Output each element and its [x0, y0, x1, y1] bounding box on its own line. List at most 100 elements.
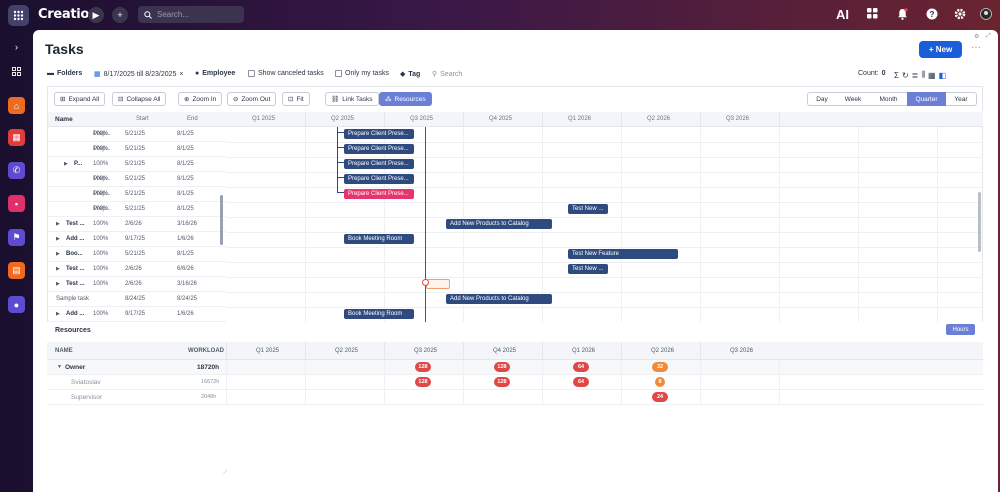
col-end-header[interactable]: End [187, 116, 198, 122]
employee-filter[interactable]: ● Employee [195, 70, 235, 77]
sidebar-item-flags[interactable]: ⚑ [8, 229, 25, 246]
expand-row-icon[interactable]: ▶ [56, 266, 60, 272]
clear-date-icon[interactable]: × [179, 70, 184, 78]
more-actions-button[interactable]: ··· [971, 42, 981, 53]
workload-badge[interactable]: 128 [494, 362, 510, 372]
workload-badge[interactable]: 128 [415, 362, 431, 372]
fit-button[interactable]: ⊡ Fit [282, 92, 310, 106]
collapse-all-button[interactable]: ⊟ Collapse All [112, 92, 167, 106]
scale-week[interactable]: Week [844, 95, 862, 103]
table-row[interactable]: Prep... 100% 5/21/25 8/1/25 [48, 142, 226, 157]
collapse-row-icon[interactable]: ▼ [57, 364, 62, 370]
res-col-workload[interactable]: WORKLOAD [188, 348, 224, 354]
expand-row-icon[interactable]: ▶ [56, 251, 60, 257]
chart-view-icon[interactable]: ⫼ [921, 70, 926, 79]
workload-badge[interactable]: 64 [573, 377, 589, 387]
table-row[interactable]: Prep... 100% 5/21/25 8/1/25 [48, 202, 226, 217]
col-name-header[interactable]: Name [55, 115, 73, 123]
global-search-input[interactable]: Search... [138, 6, 244, 23]
table-row[interactable]: Prep... 100% 5/21/25 8/1/25 [48, 172, 226, 187]
refresh-icon[interactable]: ↻ [901, 70, 909, 80]
tag-filter[interactable]: ◆ Tag [400, 70, 420, 79]
task-bar[interactable]: Prepare Client Prese... [344, 189, 414, 199]
expand-row-icon[interactable]: ▶ [64, 161, 68, 167]
expand-all-button[interactable]: ⊞ Expand All [54, 92, 106, 106]
gantt-view-icon[interactable]: ◧ [938, 70, 947, 80]
expand-row-icon[interactable]: ▶ [56, 236, 60, 242]
workload-badge[interactable]: 64 [573, 362, 589, 372]
table-row[interactable]: ▶ Test ... 100% 2/6/26 3/16/26 [48, 277, 226, 292]
table-row[interactable]: Prep... 100% 5/21/25 8/1/25 [48, 127, 226, 142]
new-task-button[interactable]: + New [919, 41, 962, 58]
sidebar-item-contacts[interactable]: ● [8, 296, 25, 313]
resize-handle-icon[interactable]: ⟋ [223, 470, 228, 476]
milestone-bar[interactable] [426, 279, 450, 289]
workload-badge[interactable]: 32 [652, 362, 668, 372]
all-apps-button[interactable] [8, 63, 25, 80]
task-bar[interactable]: Prepare Client Prese... [344, 174, 414, 184]
date-range-filter[interactable]: ▦ 8/17/2025 till 8/23/2025 × [94, 70, 184, 79]
list-view-icon[interactable]: ≣ [911, 70, 919, 80]
task-bar[interactable]: Prepare Client Prese... [344, 159, 414, 169]
task-bar[interactable]: Add New Products to Catalog [446, 219, 552, 229]
run-process-button[interactable]: ▶ [88, 7, 104, 23]
scale-year[interactable]: Year [954, 95, 968, 103]
bell-icon[interactable] [897, 8, 908, 23]
table-row[interactable]: ▶ P... 100% 5/21/25 8/1/25 [48, 157, 226, 172]
table-row[interactable]: Prep... 100% 5/21/25 8/1/25 [48, 187, 226, 202]
task-bar[interactable]: Prepare Client Prese... [344, 129, 414, 139]
apps-grid-button[interactable] [8, 5, 29, 26]
task-bar[interactable]: Test New ... [568, 204, 608, 214]
expand-row-icon[interactable]: ▶ [56, 281, 60, 287]
scale-day[interactable]: Day [816, 95, 828, 103]
table-row[interactable]: Sample task 8/24/25 8/24/25 [48, 292, 226, 307]
folders-filter[interactable]: ▬ Folders [47, 70, 82, 77]
resource-row[interactable]: Sviatoslav 16672h 128 128 64 8 [47, 375, 983, 390]
dashboard-grid-icon[interactable] [867, 8, 878, 22]
zoom-in-button[interactable]: ⊕ Zoom In [178, 92, 223, 106]
sidebar-item-feed[interactable]: ▪ [8, 195, 25, 212]
pin-icon[interactable]: ⚙ [974, 34, 980, 40]
link-tasks-button[interactable]: ⛓ Link Tasks [325, 92, 379, 106]
add-button[interactable]: + [112, 7, 128, 23]
task-bar[interactable]: Test New Feature [568, 249, 678, 259]
scale-month[interactable]: Month [879, 95, 898, 103]
task-bar[interactable]: Book Meeting Room [344, 309, 414, 319]
expand-sidebar-button[interactable]: › [8, 38, 25, 55]
table-row[interactable]: ▶ Test ... 100% 2/6/26 3/16/26 [48, 217, 226, 232]
sidebar-item-accounts[interactable]: ▤ [8, 262, 25, 279]
sidebar-item-home[interactable]: ⌂ [8, 97, 25, 114]
task-bar[interactable]: Prepare Client Prese... [344, 144, 414, 154]
ai-icon[interactable]: AI [836, 7, 849, 22]
grid-scrollbar[interactable] [220, 195, 223, 245]
workload-badge[interactable]: 128 [494, 377, 510, 387]
table-row[interactable]: ▶ Boo... 100% 5/21/25 8/1/25 [48, 247, 226, 262]
expand-row-icon[interactable]: ▶ [56, 221, 60, 227]
resource-row[interactable]: Supervisor 2048h 24 [47, 390, 983, 405]
timeline-scrollbar[interactable] [978, 192, 981, 252]
scale-quarter[interactable]: Quarter [907, 92, 946, 106]
show-canceled-checkbox[interactable]: Show canceled tasks [248, 70, 324, 77]
expand-row-icon[interactable]: ▶ [56, 311, 60, 317]
sigma-icon[interactable]: Σ [894, 70, 899, 80]
sidebar-item-calendar[interactable]: ▦ [8, 129, 25, 146]
resource-row[interactable]: ▼ Owner 18720h 128 128 64 32 [47, 360, 983, 375]
res-col-name[interactable]: NAME [55, 348, 73, 354]
workload-badge[interactable]: 24 [652, 392, 668, 402]
workload-badge[interactable]: 128 [415, 377, 431, 387]
workload-badge[interactable]: 8 [655, 377, 665, 387]
task-bar[interactable]: Book Meeting Room [344, 234, 414, 244]
gear-icon[interactable] [954, 8, 966, 23]
tile-view-icon[interactable]: ▦ [928, 70, 936, 80]
resources-button[interactable]: ⁂ Resources [379, 92, 432, 106]
zoom-out-button[interactable]: ⊖ Zoom Out [227, 92, 277, 106]
table-row[interactable]: ▶ Add ... 100% 9/17/25 1/6/26 [48, 307, 226, 322]
help-icon[interactable]: ? [926, 8, 938, 23]
only-my-tasks-checkbox[interactable]: Only my tasks [335, 70, 389, 77]
hours-button[interactable]: Hours [946, 324, 975, 335]
task-bar[interactable]: Add New Products to Catalog [446, 294, 552, 304]
col-start-header[interactable]: Start [136, 116, 149, 122]
table-row[interactable]: ▶ Test ... 100% 2/6/26 6/6/26 [48, 262, 226, 277]
avatar[interactable] [980, 8, 992, 23]
sidebar-item-calls[interactable]: ✆ [8, 162, 25, 179]
